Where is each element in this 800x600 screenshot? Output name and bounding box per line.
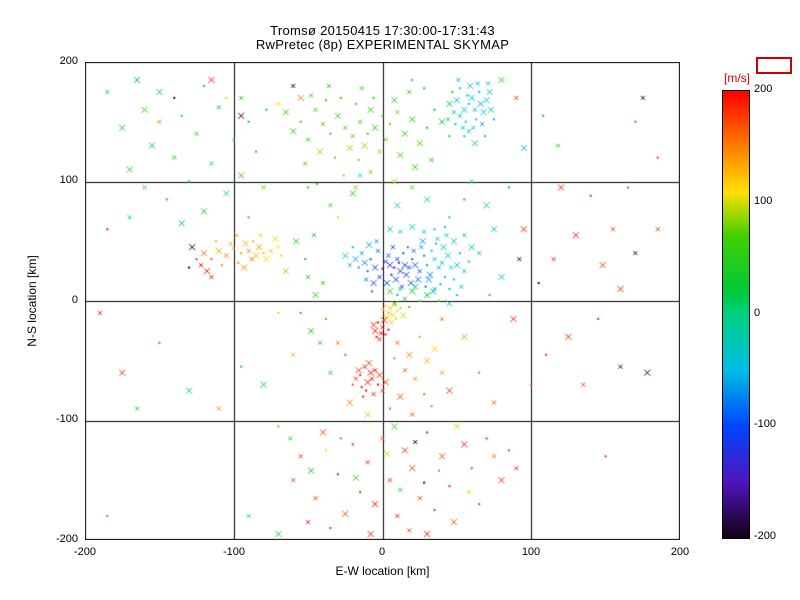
x-tick-label: -100 [222,546,246,558]
y-tick-label: 100 [59,174,78,186]
y-tick-label: -200 [55,533,78,545]
x-axis-label: E-W location [km] [335,564,430,578]
y-tick-label: -100 [55,413,78,425]
corner-red-box [756,57,792,74]
x-tick-label: 200 [670,546,690,558]
colorbar-tick-label: 200 [754,83,773,95]
colorbar-tick-label: -200 [754,530,777,542]
x-tick-label: -200 [73,546,97,558]
colorbar-gradient [723,91,749,538]
y-tick-label: 0 [71,294,78,306]
x-tick-label: 0 [378,546,386,558]
scatter-canvas[interactable] [85,62,680,540]
colorbar-tick-label: 100 [754,195,773,207]
colorbar-tick-label: 0 [754,306,761,319]
colorbar-unit-label: [m/s] [724,71,750,85]
y-axis-label: N-S location [km] [25,255,39,347]
colorbar [722,90,750,539]
page-title: Tromsø 20150415 17:30:00-17:31:43 [270,23,495,38]
plot-area[interactable] [85,62,680,540]
colorbar-tick-label: -100 [754,418,777,430]
page-subtitle: RwPretec (8p) EXPERIMENTAL SKYMAP [255,37,510,52]
x-tick-label: 100 [521,546,541,558]
y-tick-label: 200 [59,55,78,67]
